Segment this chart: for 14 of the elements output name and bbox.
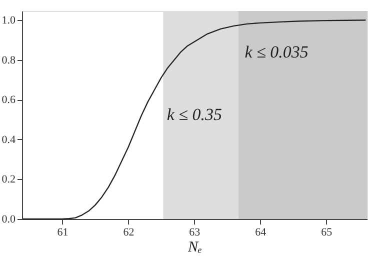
band-label: k ≤ 0.035 (244, 42, 308, 62)
x-tick-label: 63 (189, 226, 201, 238)
y-tick-label: 0.4 (2, 134, 16, 146)
x-tick-label: 61 (57, 226, 68, 238)
x-axis-title: Nₑ (187, 240, 202, 256)
y-tick-label: 0.2 (2, 174, 16, 186)
x-tick-label: 62 (123, 226, 134, 238)
y-tick-label: 0.8 (2, 54, 16, 66)
y-tick-label: 0.0 (2, 214, 16, 226)
x-tick-label: 65 (321, 226, 333, 238)
x-tick-label: 64 (255, 226, 267, 238)
y-tick-label: 0.6 (2, 94, 16, 106)
band-label: k ≤ 0.35 (166, 105, 222, 124)
y-tick-label: 1.0 (2, 14, 16, 26)
